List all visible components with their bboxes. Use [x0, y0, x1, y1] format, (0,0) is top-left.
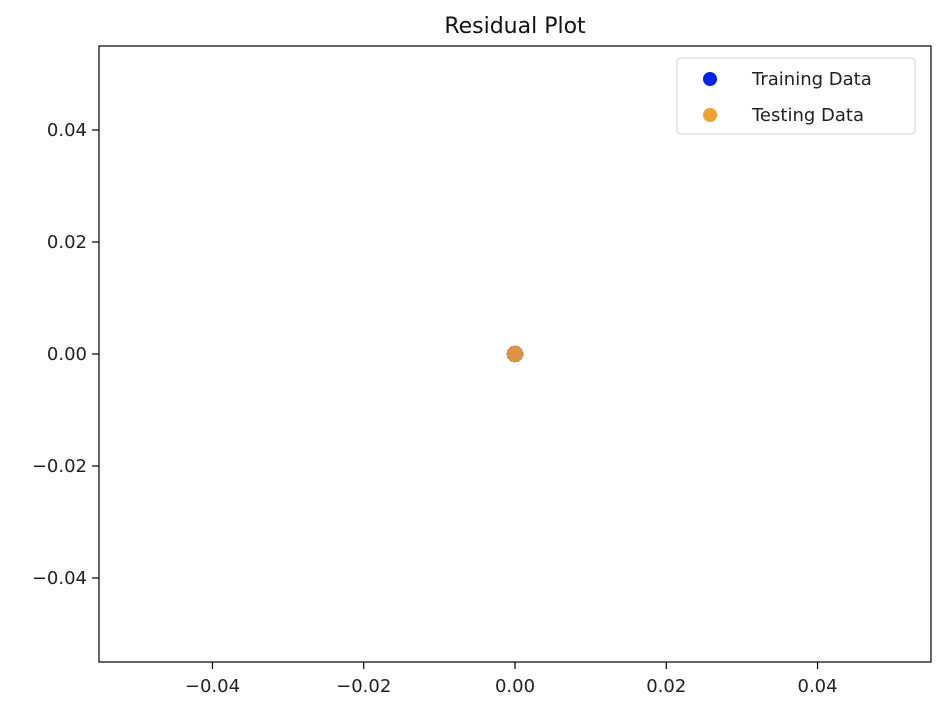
data-points	[506, 345, 524, 363]
x-tick-label: −0.04	[185, 676, 240, 697]
chart-title: Residual Plot	[444, 14, 586, 39]
legend: Training Data Testing Data	[676, 57, 916, 135]
legend-marker-testing	[703, 108, 717, 122]
y-tick-label: −0.02	[32, 456, 87, 477]
legend-label-testing: Testing Data	[751, 105, 864, 126]
data-point-testing	[506, 345, 524, 363]
y-tick-label: −0.04	[32, 568, 87, 589]
x-axis: −0.04 −0.02 0.00 0.02 0.04	[185, 662, 838, 697]
y-tick-label: 0.04	[47, 120, 87, 141]
x-tick-label: 0.04	[798, 676, 838, 697]
legend-label-training: Training Data	[751, 69, 872, 90]
x-tick-label: 0.00	[495, 676, 535, 697]
legend-box	[676, 57, 916, 135]
y-tick-label: 0.00	[47, 344, 87, 365]
x-tick-label: −0.02	[336, 676, 391, 697]
y-tick-label: 0.02	[47, 232, 87, 253]
legend-marker-training	[703, 72, 717, 86]
x-tick-label: 0.02	[646, 676, 686, 697]
y-axis: 0.04 0.02 0.00 −0.02 −0.04	[32, 120, 99, 589]
